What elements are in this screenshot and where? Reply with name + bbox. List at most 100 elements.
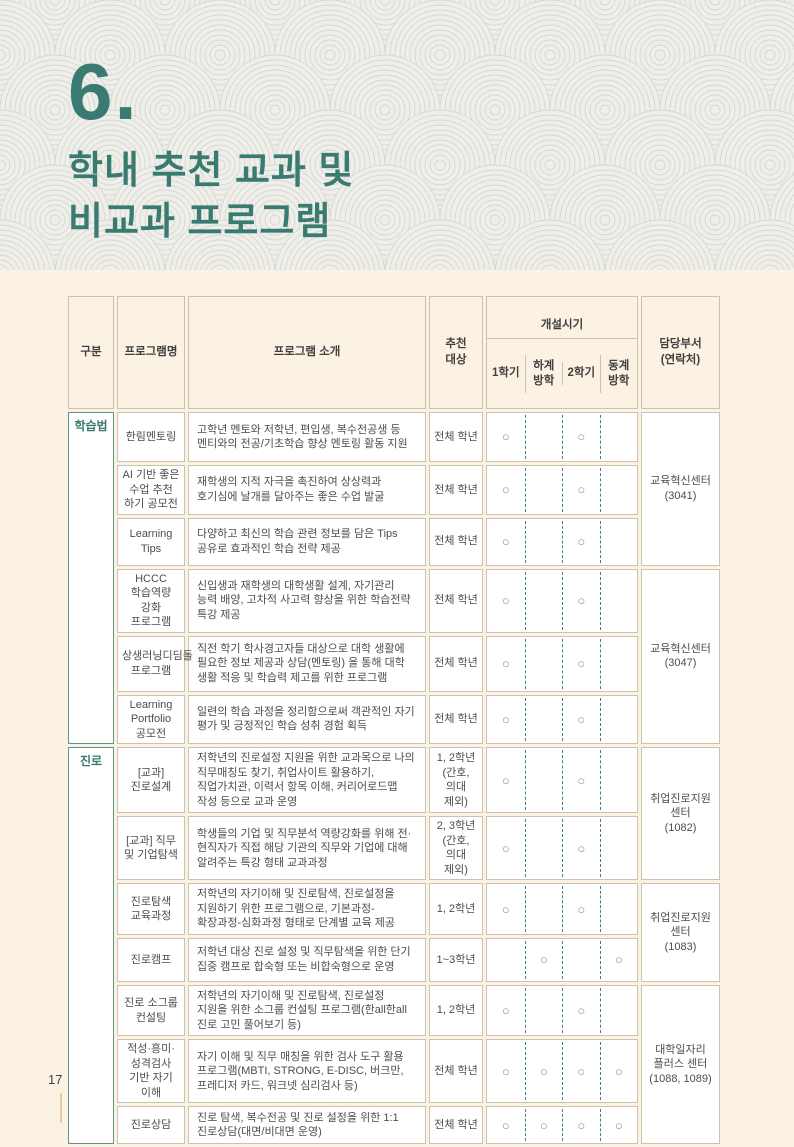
- period-mark: ○: [562, 750, 600, 811]
- period-mark: ○: [562, 415, 600, 460]
- target-cell: 1, 2학년: [429, 883, 483, 935]
- target-cell: 1, 2학년 (간호,의대 제외): [429, 747, 483, 814]
- target-cell: 전체 학년: [429, 1039, 483, 1104]
- program-desc-cell: 고학년 멘토와 저학년, 편입생, 복수전공생 등 멘티와의 전공/기초학습 향…: [188, 412, 426, 463]
- page-header: 6. 학내 추천 교과 및 비교과 프로그램: [68, 47, 354, 249]
- period-mark: [599, 987, 638, 1034]
- header-semester1: 1학기: [491, 367, 520, 380]
- period-mark: ○: [562, 819, 600, 878]
- period-mark: [562, 940, 600, 979]
- department-name: 교육혁신센터: [650, 642, 711, 655]
- period-mark: ○: [562, 468, 600, 512]
- target-cell: 1, 2학년: [429, 984, 483, 1037]
- department-cell: 취업진로지원 센터 (1083): [641, 883, 720, 982]
- period-mark: ○: [562, 987, 600, 1034]
- department-name: 교육혁신센터: [650, 475, 711, 488]
- target-cell: 전체 학년: [429, 412, 483, 463]
- period-mark: [524, 750, 563, 811]
- department-cell: 대학일자리 플러스 센터 (1088, 1089): [641, 984, 720, 1145]
- header-program-intro: 프로그램 소개: [188, 296, 426, 410]
- period-mark: ○: [562, 571, 600, 630]
- period-mark: [599, 520, 638, 563]
- target-cell: 1~3학년: [429, 937, 483, 982]
- header-category: 구분: [68, 296, 114, 410]
- header-period-label: 개설시기: [487, 312, 637, 340]
- department-name: 취업진로지원 센터: [650, 792, 711, 820]
- period-mark: [599, 697, 638, 742]
- program-name-cell: 진로캠프: [117, 937, 185, 982]
- table-row: 진로 [교과] 진로설계 저학년의 진로설정 지원을 위한 교과목으로 나의 직…: [68, 747, 720, 1145]
- seigaiha-pattern: [0, 0, 794, 270]
- period-mark: ○: [599, 1042, 638, 1101]
- department-phone: (1082): [664, 822, 697, 834]
- department-name: 취업진로지원 센터: [650, 911, 711, 939]
- program-name-cell: [교과] 직무 및 기업탐색: [117, 816, 185, 881]
- department-cell: 취업진로지원 센터 (1082): [641, 747, 720, 881]
- program-name-cell: Learning Portfolio 공모전: [117, 694, 185, 745]
- program-name-cell: 진로탐색 교육과정: [117, 883, 185, 935]
- department-name: 대학일자리 플러스 센터: [653, 1043, 708, 1071]
- header-period-subcolumns: 1학기 하계 방학 2학기 동계 방학: [487, 354, 638, 393]
- period-mark: ○: [524, 940, 563, 979]
- period-mark: ○: [501, 429, 510, 445]
- period-mark: ○: [562, 1109, 600, 1142]
- program-desc-cell: 신입생과 재학생의 대학생활 설계, 자기관리 능력 배양, 고차적 사고력 향…: [188, 568, 426, 633]
- table-row: 학습법 한림멘토링 고학년 멘토와 저학년, 편입생, 복수전공생 등 멘티와의…: [68, 412, 720, 745]
- period-mark: ○: [562, 520, 600, 563]
- program-desc-cell: 학생들의 기업 및 직무분석 역량강화를 위해 전·현직자가 직접 해당 기관의…: [188, 816, 426, 881]
- department-phone: (1083): [664, 940, 697, 953]
- period-mark: [524, 520, 563, 563]
- program-name-cell: AI 기반 좋은 수업 추천 하기 공모전: [117, 465, 185, 515]
- department-phone: (3041): [664, 489, 697, 502]
- period-mark: ○: [501, 1117, 510, 1133]
- period-mark: ○: [501, 534, 510, 549]
- period-mark: [599, 415, 638, 460]
- target-cell: 전체 학년: [429, 517, 483, 566]
- program-desc-cell: 다양하고 최신의 학습 관련 정보를 담은 Tips 공유로 효과적인 학습 전…: [188, 517, 426, 566]
- period-mark: ○: [524, 1042, 563, 1101]
- table-row: 적성·흥미·성격검사 기반 자기 이해 자기 이해 및 직무 매칭을 위한 검사…: [68, 1039, 720, 1104]
- target-cell: 전체 학년: [429, 1106, 483, 1145]
- header-winter-break: 동계 방학: [599, 354, 638, 393]
- decorative-wave-band: [0, 0, 794, 270]
- program-desc-cell: 저학년의 자기이해 및 진로탐색, 진로설정 지원을 위한 소그룹 컨설팅 프로…: [188, 984, 426, 1037]
- period-cell: ○ ○: [486, 883, 638, 935]
- period-mark: ○: [501, 593, 510, 609]
- period-mark: [524, 638, 563, 689]
- target-cell: 2, 3학년 (간호,의대 제외): [429, 816, 483, 881]
- period-mark: [599, 819, 638, 878]
- program-name-cell: HCCC 학습역량 강화 프로그램: [117, 568, 185, 633]
- period-mark: [599, 750, 638, 811]
- program-desc-cell: 진로 탐색, 복수전공 및 진로 설정을 위한 1:1 진로상담(대면/비대면 …: [188, 1106, 426, 1145]
- period-mark: ○: [524, 1109, 563, 1142]
- header-program-name: 프로그램명: [117, 296, 185, 410]
- period-mark: ○: [562, 638, 600, 689]
- period-mark: ○: [501, 772, 510, 788]
- table-row: 진로캠프 저학년 대상 진로 설정 및 직무탐색을 위한 단기 집중 캠프로 합…: [68, 937, 720, 982]
- period-mark: [524, 415, 563, 460]
- period-mark: ○: [501, 656, 510, 672]
- page-title-line1: 학내 추천 교과 및: [68, 150, 355, 192]
- period-cell: ○ ○: [486, 568, 638, 633]
- period-mark: ○: [562, 697, 600, 742]
- period-mark: [599, 571, 638, 630]
- period-cell: ○ ○: [486, 694, 638, 745]
- program-name-cell: [교과] 진로설계: [117, 747, 185, 814]
- target-cell: 전체 학년: [429, 694, 483, 745]
- header-period-group: 개설시기 1학기 하계 방학 2학기 동계 방학: [486, 296, 638, 410]
- section-number: 6.: [68, 47, 139, 136]
- period-mark: [524, 571, 563, 630]
- page-title-line2: 비교과 프로그램: [68, 201, 332, 244]
- program-name-cell: 적성·흥미·성격검사 기반 자기 이해: [117, 1039, 185, 1104]
- period-mark: ○: [599, 940, 638, 979]
- header-summer-break: 하계 방학: [524, 354, 563, 393]
- period-cell: ○ ○: [486, 465, 638, 515]
- department-cell: 교육혁신센터 (3047): [641, 568, 720, 745]
- program-name-cell: Learning Tips: [117, 517, 185, 566]
- period-mark: ○: [501, 901, 510, 917]
- period-cell: ○ ○: [486, 412, 638, 463]
- page-title: 학내 추천 교과 및 비교과 프로그램: [68, 146, 354, 249]
- period-cell: ○ ○ ○ ○: [486, 1106, 638, 1145]
- period-mark: [599, 468, 638, 512]
- program-name-cell: 상생러닝디딤돌 프로그램: [117, 635, 193, 692]
